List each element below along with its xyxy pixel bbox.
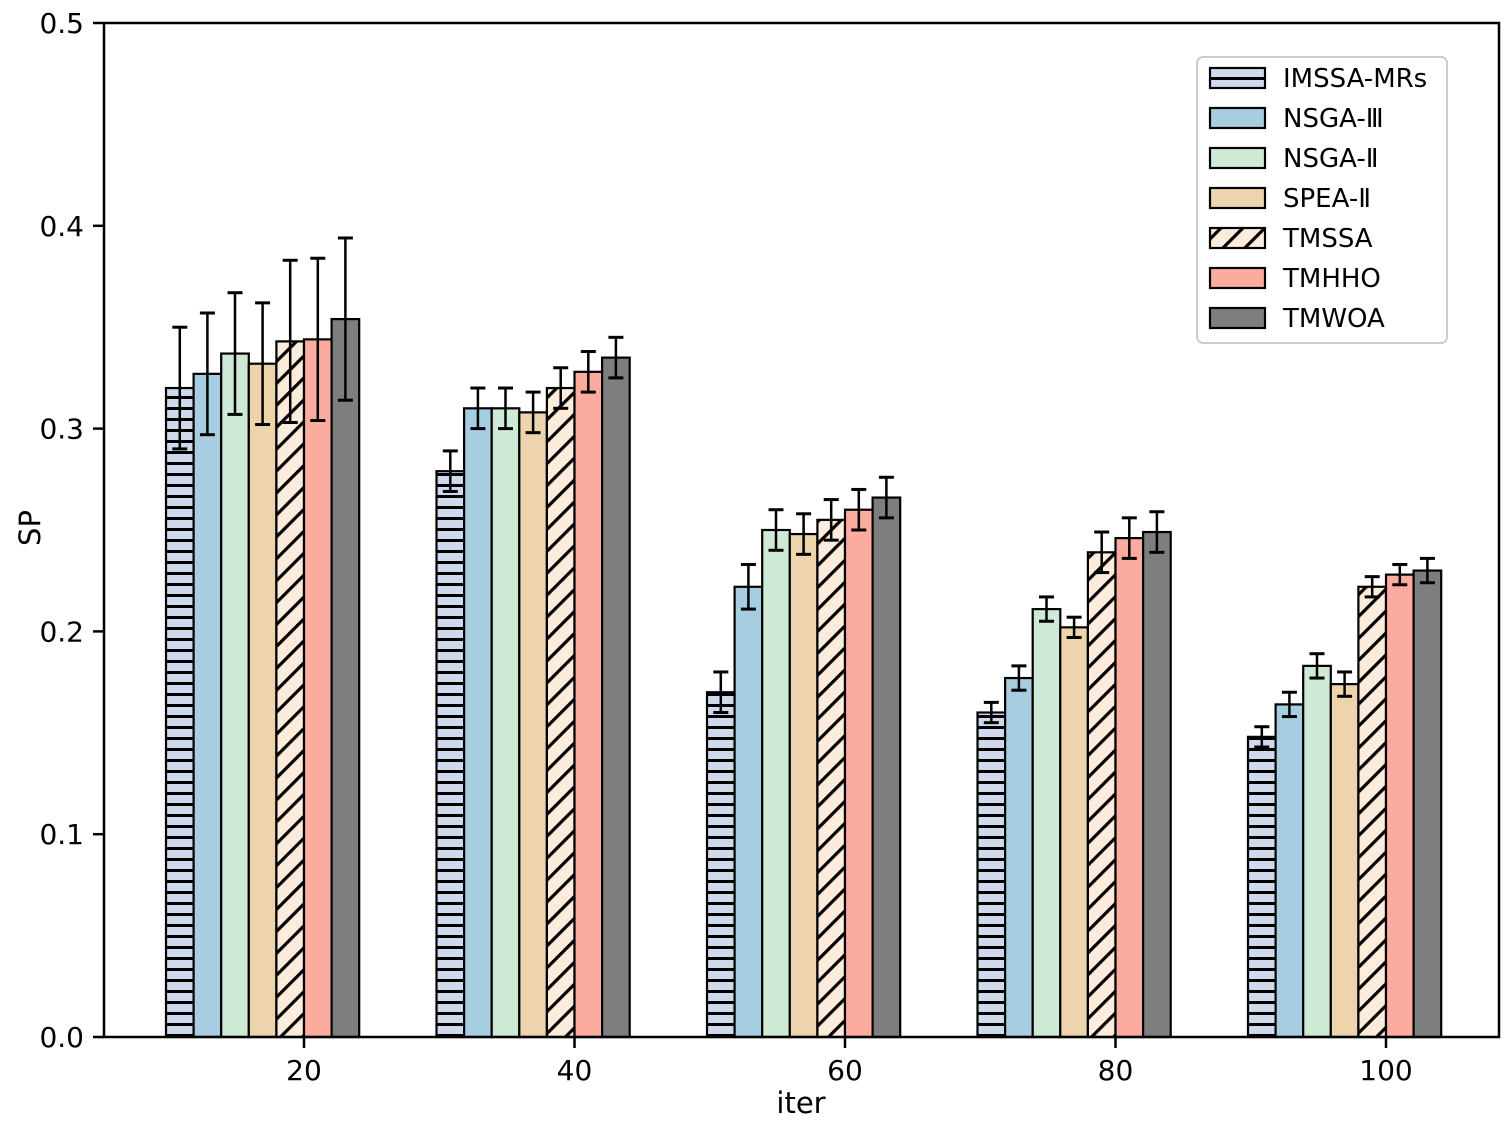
legend-swatch-SPEA-Ⅱ xyxy=(1208,186,1267,210)
bar-TMSSA-iter80 xyxy=(1086,551,1117,1039)
bar-TMHHO-iter60 xyxy=(843,508,874,1039)
legend-label: SPEA-Ⅱ xyxy=(1283,184,1371,214)
y-tick-label: 0.4 xyxy=(39,210,84,243)
legend-label: NSGA-Ⅲ xyxy=(1283,104,1384,134)
bar-NSGA-Ⅱ-iter20 xyxy=(220,352,250,1039)
bar-TMHHO-iter100 xyxy=(1384,573,1415,1039)
x-tick-label: 60 xyxy=(827,1054,863,1087)
x-tick-label: 40 xyxy=(557,1054,593,1087)
legend-label: TMWOA xyxy=(1282,304,1385,334)
bar-NSGA-Ⅱ-iter40 xyxy=(490,407,521,1039)
bar-TMWOA-iter40 xyxy=(600,356,631,1039)
bar-TMSSA-iter20 xyxy=(275,340,306,1039)
axes-layer: 0.0 0.1 0.2 0.3 0.4 0.5 20 40 60 80 100 xyxy=(39,7,1501,1087)
bar-NSGA-Ⅱ-iter60 xyxy=(761,528,791,1039)
bar-NSGA-Ⅲ-iter80 xyxy=(1003,676,1034,1039)
legend-swatch-TMSSA xyxy=(1208,226,1267,250)
y-tick-label: 0.1 xyxy=(39,818,84,851)
legend-swatch-TMWOA xyxy=(1208,306,1267,330)
bar-IMSSA-MRs-iter60 xyxy=(705,691,736,1039)
bar-TMSSA-iter40 xyxy=(545,386,576,1039)
bar-NSGA-Ⅲ-iter100 xyxy=(1274,703,1305,1039)
bar-TMHHO-iter20 xyxy=(302,338,333,1039)
error-bars-layer xyxy=(172,236,1435,749)
bar-NSGA-Ⅲ-iter60 xyxy=(733,585,764,1039)
bar-SPEA-Ⅱ-iter60 xyxy=(788,532,819,1039)
bar-TMHHO-iter80 xyxy=(1114,537,1145,1039)
bar-TMWOA-iter80 xyxy=(1141,530,1172,1039)
legend-swatch-TMHHO xyxy=(1208,266,1267,290)
y-tick-label: 0.5 xyxy=(39,7,84,40)
bar-TMSSA-iter100 xyxy=(1357,585,1388,1039)
bar-TMWOA-iter20 xyxy=(330,317,361,1039)
bar-TMHHO-iter40 xyxy=(573,370,604,1039)
bar-NSGA-Ⅱ-iter100 xyxy=(1302,664,1332,1039)
legend-label: TMSSA xyxy=(1282,224,1373,254)
bar-SPEA-Ⅱ-iter80 xyxy=(1059,626,1090,1039)
y-tick-label: 0.0 xyxy=(39,1021,84,1054)
bar-SPEA-Ⅱ-iter40 xyxy=(518,411,548,1039)
legend-label: TMHHO xyxy=(1282,264,1381,294)
bar-TMSSA-iter60 xyxy=(816,518,847,1039)
x-tick-label: 20 xyxy=(286,1054,322,1087)
x-axis-label: iter xyxy=(776,1086,825,1120)
bar-IMSSA-MRs-iter100 xyxy=(1246,735,1277,1039)
x-tick-label: 80 xyxy=(1098,1054,1134,1087)
bars-layer xyxy=(164,317,1443,1039)
bar-IMSSA-MRs-iter80 xyxy=(976,711,1007,1039)
bar-TMWOA-iter60 xyxy=(871,496,902,1039)
bar-IMSSA-MRs-iter20 xyxy=(164,386,195,1039)
y-tick-label: 0.3 xyxy=(39,413,84,446)
bar-IMSSA-MRs-iter40 xyxy=(435,470,466,1039)
bar-TMWOA-iter100 xyxy=(1412,569,1443,1039)
bar-SPEA-Ⅱ-iter100 xyxy=(1329,683,1360,1039)
legend-label: NSGA-Ⅱ xyxy=(1283,144,1379,174)
plot-border xyxy=(102,21,1501,1039)
legend-swatch-NSGA-Ⅲ xyxy=(1208,106,1267,130)
bar-NSGA-Ⅱ-iter80 xyxy=(1031,607,1062,1039)
y-tick-label: 0.2 xyxy=(39,615,84,648)
bar-NSGA-Ⅲ-iter40 xyxy=(463,407,493,1039)
bar-SPEA-Ⅱ-iter20 xyxy=(247,362,278,1039)
bar-NSGA-Ⅲ-iter20 xyxy=(192,372,223,1039)
legend-swatch-IMSSA-MRs xyxy=(1208,66,1267,90)
legend-swatch-NSGA-Ⅱ xyxy=(1208,146,1267,170)
legend-label: IMSSA-MRs xyxy=(1283,64,1427,94)
x-tick-label: 100 xyxy=(1359,1054,1412,1087)
y-axis-label: SP xyxy=(13,510,47,546)
legend: IMSSA-MRs NSGA-Ⅲ NSGA-Ⅱ SPEA-Ⅱ TMSSA TMHHO TMW… xyxy=(1196,56,1448,344)
